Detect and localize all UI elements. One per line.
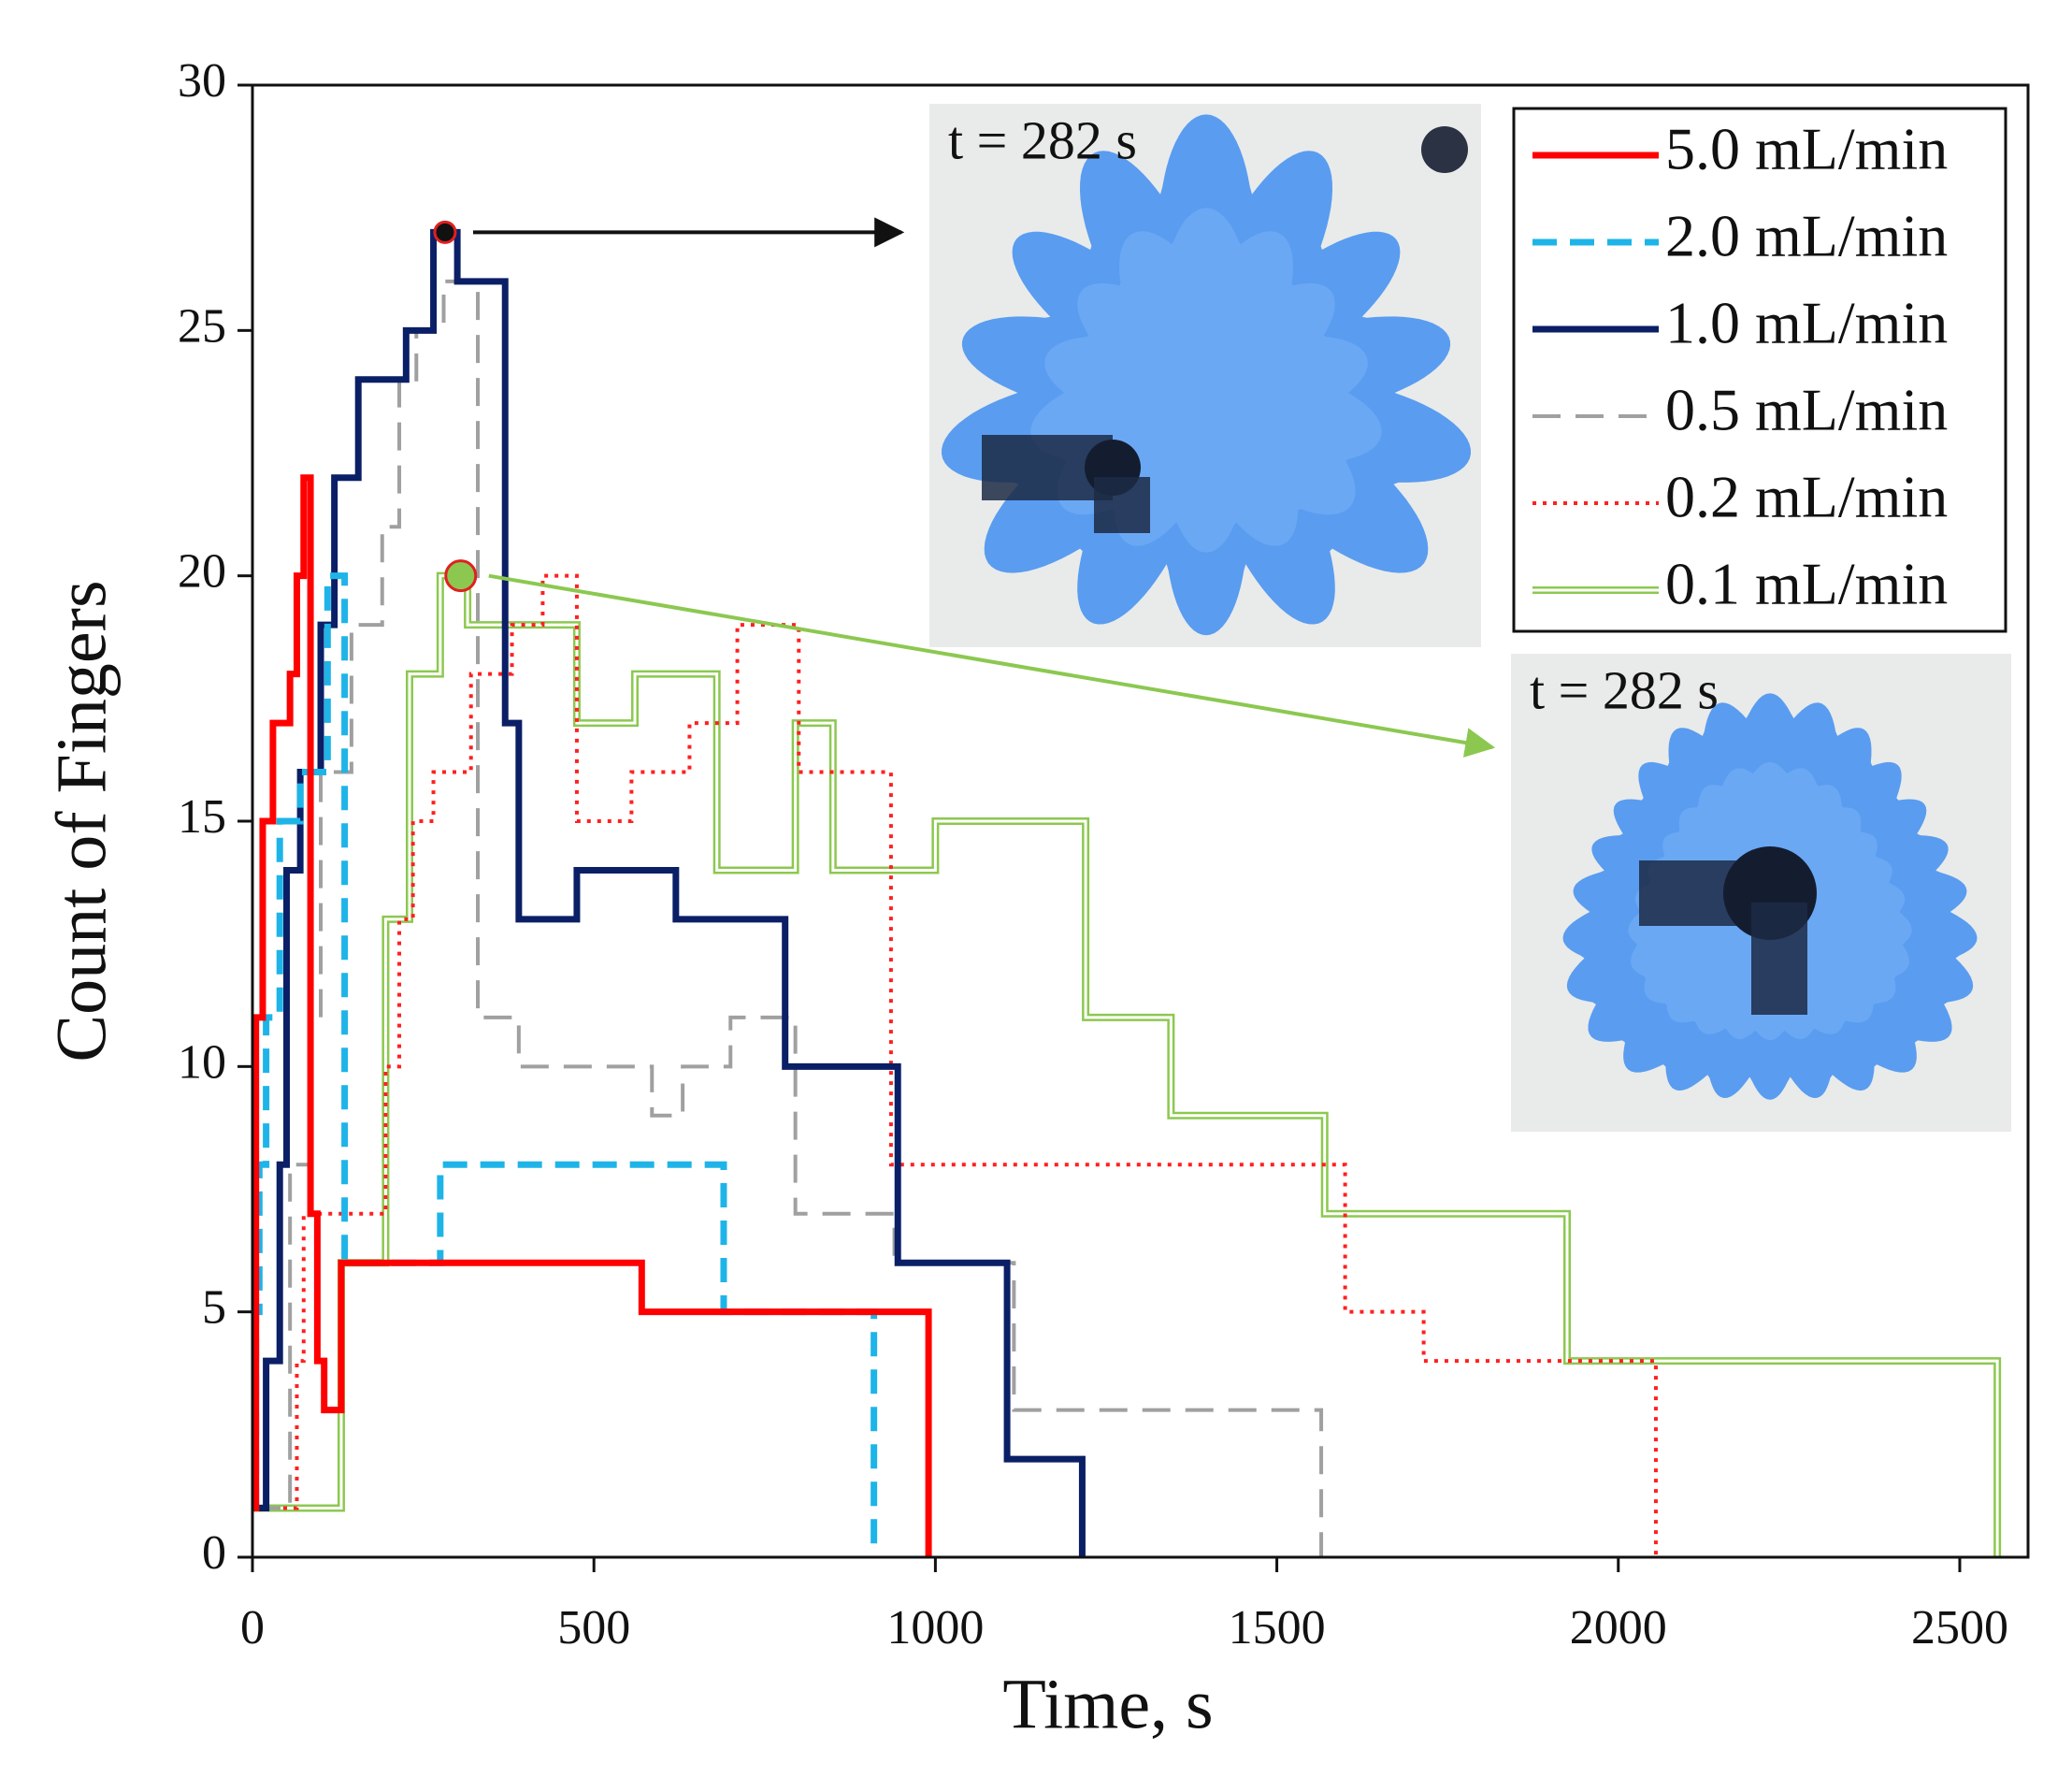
x-axis-label: Time, s xyxy=(1002,1665,1213,1743)
y-tick-label: 0 xyxy=(202,1526,226,1580)
legend-label: 0.1 mL/min xyxy=(1665,551,1948,617)
inset-label: t = 282 s xyxy=(1530,659,1719,720)
series-line xyxy=(252,572,878,1557)
inlet-fitting xyxy=(1751,903,1807,1015)
outlet-nut xyxy=(1421,126,1468,173)
x-tick-label: 1500 xyxy=(1229,1601,1326,1654)
legend-label: 1.0 mL/min xyxy=(1665,290,1948,356)
y-tick-label: 30 xyxy=(178,54,226,108)
annotation-arrow xyxy=(488,573,1496,758)
legend-label: 0.5 mL/min xyxy=(1665,377,1948,443)
legend-label: 0.2 mL/min xyxy=(1665,464,1948,530)
series-line xyxy=(252,279,1324,1557)
series-line xyxy=(252,474,932,1557)
x-tick-label: 500 xyxy=(557,1601,630,1654)
legend-label: 2.0 mL/min xyxy=(1665,203,1948,269)
annotation-marker xyxy=(433,220,457,244)
annotation-marker xyxy=(444,559,478,593)
legend-label: 5.0 mL/min xyxy=(1665,116,1948,182)
x-tick-label: 1000 xyxy=(886,1601,984,1654)
y-tick-label: 20 xyxy=(178,545,226,599)
y-tick-label: 15 xyxy=(178,790,226,844)
x-tick-label: 0 xyxy=(240,1601,265,1654)
plot-frame xyxy=(251,83,2030,1559)
y-axis-label: Count of Fingers xyxy=(42,580,121,1062)
x-tick-label: 2500 xyxy=(1911,1601,2008,1654)
inset-label: t = 282 s xyxy=(948,109,1137,170)
y-tick-label: 25 xyxy=(178,299,226,353)
series-line-inner xyxy=(252,574,1999,1557)
legend-box xyxy=(1512,107,2007,633)
series-line xyxy=(252,573,1658,1557)
y-tick-label: 10 xyxy=(178,1035,226,1089)
x-tick-label: 2000 xyxy=(1570,1601,1667,1654)
inlet-fitting xyxy=(1094,477,1150,533)
y-tick-label: 5 xyxy=(202,1281,226,1335)
